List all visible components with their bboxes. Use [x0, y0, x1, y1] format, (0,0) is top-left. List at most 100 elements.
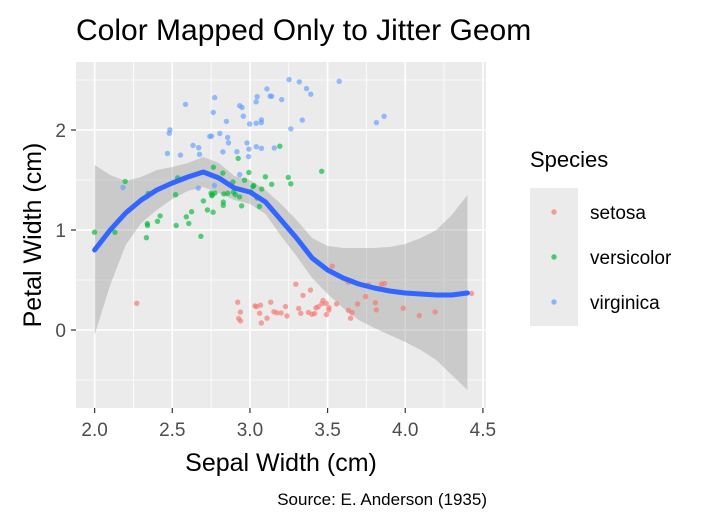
point-setosa: [134, 300, 140, 306]
y-tick-label: 2: [55, 121, 66, 142]
point-setosa: [311, 310, 318, 317]
point-virginica: [234, 149, 240, 155]
plot-background: [76, 62, 486, 408]
point-setosa: [271, 309, 277, 315]
legend-key-setosa: [551, 209, 557, 215]
point-virginica: [258, 119, 264, 126]
point-versicolor: [112, 229, 118, 235]
point-virginica: [286, 76, 292, 83]
point-virginica: [279, 96, 285, 103]
point-setosa: [282, 303, 289, 310]
point-versicolor: [220, 170, 226, 176]
point-setosa: [235, 299, 241, 305]
y-tick-label: 1: [55, 221, 66, 242]
point-setosa: [372, 300, 379, 306]
point-setosa: [293, 281, 299, 287]
point-virginica: [254, 94, 260, 100]
point-virginica: [208, 133, 215, 139]
point-setosa: [362, 293, 369, 300]
point-virginica: [237, 171, 243, 178]
point-versicolor: [236, 194, 243, 200]
point-setosa: [307, 287, 314, 293]
point-versicolor: [288, 181, 294, 187]
plot-panel: [76, 62, 486, 408]
x-tick-label: 3.0: [237, 420, 263, 441]
point-virginica: [246, 146, 252, 152]
point-setosa: [323, 300, 329, 306]
chart-title: Color Mapped Only to Jitter Geom: [76, 14, 531, 47]
point-setosa: [416, 312, 422, 319]
point-versicolor: [269, 181, 275, 187]
point-virginica: [164, 150, 171, 157]
point-versicolor: [230, 189, 237, 195]
point-versicolor: [186, 220, 192, 227]
point-virginica: [269, 93, 275, 100]
point-versicolor: [256, 203, 263, 210]
point-versicolor: [208, 190, 214, 196]
smooth-line: [92, 169, 470, 298]
point-versicolor: [204, 207, 211, 213]
point-virginica: [271, 145, 277, 151]
point-virginica: [237, 103, 243, 109]
caption: Source: E. Anderson (1935): [277, 490, 487, 509]
x-tick-label: 4.0: [392, 420, 418, 441]
point-virginica: [264, 86, 270, 92]
point-versicolor: [198, 233, 204, 239]
point-versicolor: [91, 229, 98, 235]
point-versicolor: [154, 218, 161, 224]
point-versicolor: [250, 183, 256, 190]
point-virginica: [253, 144, 259, 150]
grid-major: [76, 62, 486, 408]
point-virginica: [195, 185, 201, 191]
point-virginica: [166, 130, 172, 136]
point-versicolor: [212, 190, 218, 196]
point-virginica: [190, 142, 196, 149]
point-versicolor: [143, 235, 150, 241]
point-versicolor: [122, 178, 128, 185]
point-setosa: [373, 307, 379, 313]
x-tick-label: 2.0: [81, 420, 107, 441]
point-setosa: [257, 302, 264, 308]
point-virginica: [246, 121, 253, 127]
point-virginica: [245, 153, 252, 160]
point-setosa: [258, 320, 264, 326]
point-virginica: [244, 140, 250, 146]
point-setosa: [256, 310, 263, 316]
point-setosa: [347, 315, 354, 321]
point-virginica: [381, 113, 387, 120]
point-setosa: [468, 290, 475, 297]
point-versicolor: [277, 143, 283, 149]
point-setosa: [315, 304, 321, 310]
point-versicolor: [157, 213, 163, 219]
y-axis-title: Petal Width (cm): [19, 143, 47, 328]
point-versicolor: [262, 174, 269, 180]
point-versicolor: [221, 191, 227, 197]
point-virginica: [296, 79, 302, 85]
point-virginica: [217, 130, 223, 137]
confidence-band: [94, 157, 468, 390]
point-virginica: [308, 91, 314, 97]
y-tick-label: 0: [55, 321, 66, 342]
legend-label-virginica: virginica: [590, 293, 660, 314]
point-versicolor: [210, 209, 216, 215]
point-virginica: [120, 184, 126, 191]
x-tick-label: 4.5: [470, 420, 496, 441]
point-versicolor: [285, 174, 291, 181]
point-setosa: [349, 309, 355, 316]
point-versicolor: [235, 155, 241, 162]
point-versicolor: [188, 209, 195, 215]
point-virginica: [223, 118, 230, 125]
x-axis: 2.0 2.5 3.0 3.5 4.0 4.5: [81, 408, 496, 441]
point-virginica: [196, 151, 203, 157]
point-versicolor: [259, 186, 265, 192]
point-setosa: [300, 292, 306, 299]
y-axis: 0 1 2: [55, 121, 76, 342]
point-setosa: [278, 310, 284, 316]
point-setosa: [333, 301, 340, 307]
jitter-points: [91, 76, 475, 326]
legend-title: Species: [530, 147, 608, 172]
point-versicolor: [172, 192, 179, 198]
point-virginica: [253, 120, 259, 126]
point-setosa: [264, 315, 270, 321]
